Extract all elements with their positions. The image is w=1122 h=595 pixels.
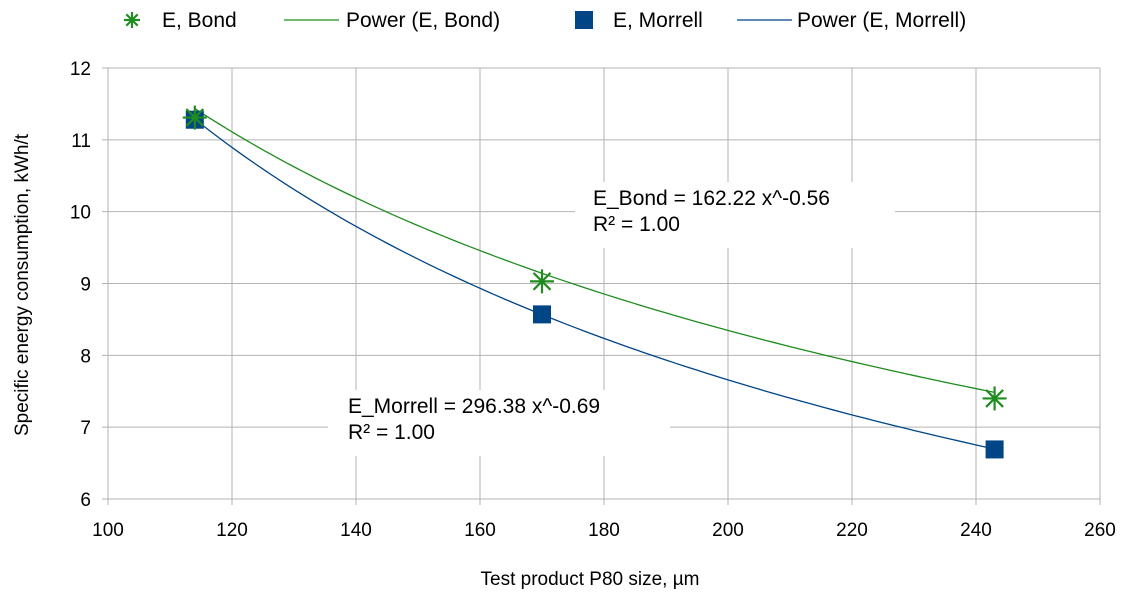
legend-square-icon xyxy=(575,11,593,29)
y-tick-label: 12 xyxy=(70,59,91,80)
trend-lines xyxy=(194,108,995,450)
y-tick-label: 6 xyxy=(80,490,91,511)
asterisk-stroke xyxy=(532,272,552,291)
legend-item: Power (E, Bond) xyxy=(284,9,500,32)
x-tick-label: 160 xyxy=(464,520,496,541)
x-tick-label: 120 xyxy=(216,520,248,541)
x-tick-label: 200 xyxy=(712,520,744,541)
asterisk-stroke xyxy=(985,389,1004,408)
legend-label: E, Bond xyxy=(162,9,237,32)
x-axis-label: Test product P80 size, µm xyxy=(481,569,700,590)
trend-annotation-box xyxy=(328,390,670,456)
legend-item: Power (E, Morrell) xyxy=(737,9,966,32)
axes xyxy=(102,67,1101,505)
x-tick-label: 240 xyxy=(960,520,992,541)
trend-annotations: E_Bond = 162.22 x^-0.56 R² = 1.00 E_Morrel… xyxy=(328,182,895,456)
asterisk-stroke xyxy=(185,108,205,127)
y-tick-label: 8 xyxy=(80,346,91,367)
y-tick-label: 9 xyxy=(80,275,91,296)
trend-r2: R² = 1.00 xyxy=(593,213,680,236)
legend: E, Bond Power (E, Bond) E, Morrell Power (E… xyxy=(124,9,966,32)
trend-equation: E_Bond = 162.22 x^-0.56 xyxy=(593,187,830,210)
y-tick-label: 10 xyxy=(70,203,91,224)
y-tick-label: 7 xyxy=(80,418,91,439)
trend-line-bond xyxy=(194,108,995,393)
y-tick-label: 11 xyxy=(71,131,91,152)
x-tick-label: 140 xyxy=(340,520,372,541)
asterisk-stroke xyxy=(125,13,139,27)
legend-asterisk-icon xyxy=(124,12,140,28)
data-point-bond xyxy=(530,269,554,294)
x-tick-label: 180 xyxy=(588,520,620,541)
tick-labels: 100 120 140 160 180 200 220 240 260 6 7 8 9 10 11 12 xyxy=(70,59,1116,541)
data-point-bond xyxy=(982,386,1007,411)
trend-r2: R² = 1.00 xyxy=(348,421,435,444)
data-point-morrell xyxy=(985,440,1004,459)
x-tick-label: 220 xyxy=(836,520,868,541)
y-axis-label: Specific energy consumption, kWh/t xyxy=(12,133,33,436)
legend-item: E, Morrell xyxy=(575,9,703,32)
x-tick-label: 260 xyxy=(1084,520,1116,541)
trend-line-morrell xyxy=(194,118,995,450)
trend-equation: E_Morrell = 296.38 x^-0.69 xyxy=(348,395,600,418)
legend-item: E, Bond xyxy=(124,9,237,32)
x-tick-label: 100 xyxy=(92,520,124,541)
data-points xyxy=(182,105,1007,459)
legend-label: E, Morrell xyxy=(613,9,703,32)
data-point-morrell xyxy=(533,305,551,324)
legend-label: Power (E, Morrell) xyxy=(797,9,966,32)
data-point-bond xyxy=(182,105,207,130)
trend-annotation-box xyxy=(575,182,895,248)
legend-label: Power (E, Bond) xyxy=(346,9,500,32)
